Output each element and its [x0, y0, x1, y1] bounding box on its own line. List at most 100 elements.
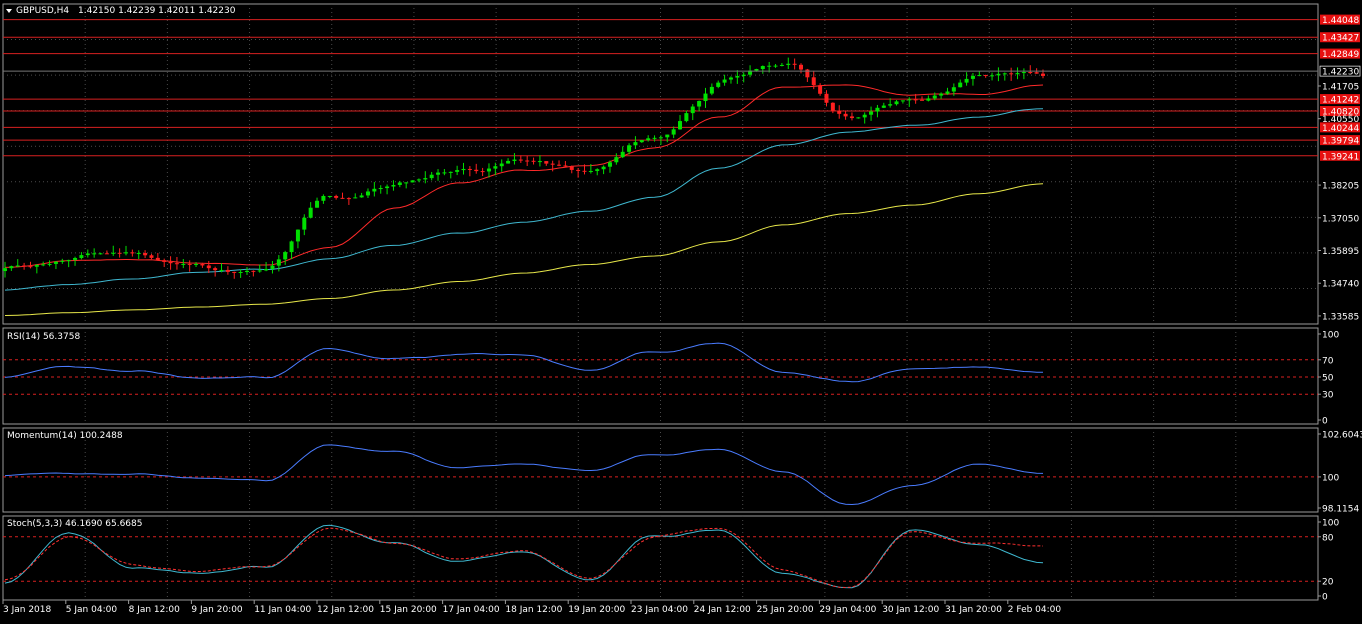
candle-body: [557, 164, 562, 166]
candle-body: [461, 168, 466, 171]
candle-body: [811, 77, 816, 86]
candle-body: [200, 264, 205, 266]
candle-body: [888, 104, 893, 106]
indicator-tick-label: 100: [1322, 473, 1339, 483]
price-tick-label: 1.37050: [1322, 214, 1359, 224]
indicator-line: [4, 342, 1043, 383]
candle-body: [85, 253, 90, 256]
chart-header[interactable]: GBPUSD,H4 1.42150 1.42239 1.42011 1.4223…: [6, 6, 236, 16]
price-tick-label: 1.38205: [1322, 182, 1359, 192]
candle-body: [244, 270, 249, 273]
candle-body: [767, 65, 772, 67]
time-tick-label: 9 Jan 20:00: [191, 605, 243, 615]
candle-body: [73, 258, 78, 260]
candle-body: [856, 117, 861, 119]
candle-body: [1009, 73, 1014, 75]
indicator-tick-label: 102.6043: [1322, 431, 1362, 441]
time-tick-label: 5 Jan 04:00: [66, 605, 118, 615]
time-tick-label: 31 Jan 20:00: [945, 605, 1002, 615]
time-tick-label: 29 Jan 04:00: [819, 605, 876, 615]
candle-body: [378, 188, 383, 190]
candle-body: [365, 191, 370, 196]
time-tick-label: 8 Jan 12:00: [129, 605, 181, 615]
indicator-tick-label: 50: [1322, 374, 1334, 384]
candle-body: [716, 82, 721, 87]
candle-body: [913, 99, 918, 101]
candle-body: [480, 171, 485, 173]
time-tick-label: 17 Jan 04:00: [443, 605, 500, 615]
time-tick-label: 12 Jan 12:00: [317, 605, 374, 615]
time-tick-label: 19 Jan 20:00: [568, 605, 625, 615]
candle-body: [149, 255, 154, 258]
candle-body: [104, 253, 109, 255]
indicator-tick-label: 0: [1322, 593, 1328, 603]
level-tag-label: 1.42849: [1322, 50, 1359, 60]
candle-body: [665, 134, 670, 138]
candle-body: [595, 169, 600, 171]
candle-body: [684, 113, 689, 122]
candle-body: [206, 265, 211, 269]
dropdown-triangle-icon[interactable]: [6, 9, 12, 13]
candle-body: [900, 100, 905, 102]
candle-body: [213, 268, 218, 271]
candle-body: [251, 270, 256, 272]
candle-body: [474, 169, 479, 172]
last-price-tag: [1319, 65, 1361, 77]
candle-body: [964, 78, 969, 83]
candle-body: [735, 76, 740, 78]
price-tick-label: 1.33585: [1322, 312, 1359, 322]
indicator-tick-label: 100: [1322, 519, 1339, 529]
indicator-tick-label: 98.1154: [1322, 505, 1359, 515]
candle-body: [302, 217, 307, 230]
level-tag-label: 1.44048: [1322, 16, 1359, 26]
candle-body: [920, 99, 925, 101]
stoch-label: Stoch(5,3,3) 46.1690 65.6685: [7, 519, 142, 529]
candle-body: [990, 75, 995, 77]
candle-body: [512, 159, 517, 161]
candle-body: [588, 170, 593, 172]
candle-body: [754, 69, 759, 71]
candle-body: [155, 257, 160, 261]
candle-body: [563, 165, 568, 167]
candle-body: [143, 253, 148, 256]
candle-body: [276, 259, 281, 266]
candle-body: [907, 99, 912, 101]
candle-body: [926, 98, 931, 101]
price-levels: 1.44048 1.43427 1.42849 1.41242 1.40820 1.402…: [3, 14, 1360, 162]
symbol-label: GBPUSD,H4: [16, 6, 69, 16]
candle-body: [678, 121, 683, 130]
candle-body: [1002, 73, 1007, 75]
candle-body: [9, 266, 14, 269]
ohlc-label: 1.42150 1.42239 1.42011 1.42230: [78, 6, 236, 16]
candle-body: [327, 195, 332, 197]
candle-body: [187, 263, 192, 265]
candle-body: [467, 168, 472, 170]
candle-body: [862, 114, 867, 118]
candle-body: [786, 63, 791, 65]
candle-body: [79, 255, 84, 259]
candle-body: [951, 87, 956, 92]
candle-body: [627, 145, 632, 152]
candle-body: [607, 162, 612, 167]
level-tag: [1320, 150, 1360, 161]
indicator-tick-label: 0: [1322, 417, 1328, 427]
candle-body: [869, 111, 874, 115]
candle-body: [130, 252, 135, 254]
price-tick-label: 1.40550: [1322, 115, 1359, 125]
candle-body: [601, 166, 606, 170]
candle-body: [569, 166, 574, 170]
indicator-line: [4, 444, 1044, 506]
level-tag-label: 1.39241: [1322, 152, 1359, 162]
candle-body: [308, 207, 313, 218]
candle-body: [34, 264, 39, 267]
indicator-tick-label: 100: [1322, 331, 1339, 341]
candle-body: [423, 178, 428, 180]
time-tick-label: 11 Jan 04:00: [254, 605, 311, 615]
ma-mid-line: [4, 108, 1044, 291]
ma-slow-line: [4, 183, 1044, 316]
candle-body: [92, 253, 97, 255]
candle-body: [47, 263, 52, 265]
candle-body: [550, 163, 555, 165]
candle-body: [385, 186, 390, 189]
